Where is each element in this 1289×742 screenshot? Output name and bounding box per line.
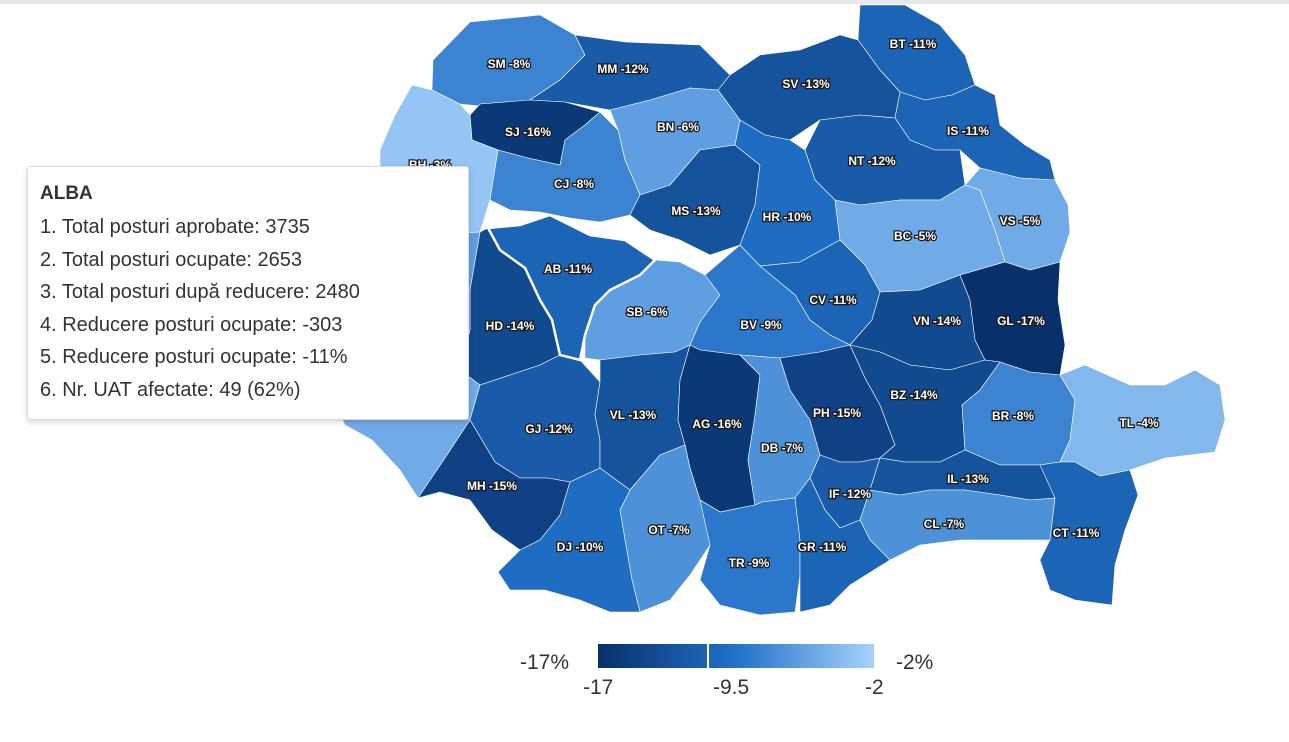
county-label-vl: VL -13% (610, 408, 657, 422)
county-label-br: BR -8% (992, 409, 1034, 423)
legend-min-label: -17% (520, 651, 570, 674)
county-label-tl: TL -4% (1119, 416, 1158, 430)
county-label-is: IS -11% (947, 124, 989, 138)
county-label-ag: AG -16% (692, 417, 742, 431)
county-label-hd: HD -14% (486, 319, 535, 333)
county-label-tr: TR -9% (729, 556, 770, 570)
legend-color-scale (598, 644, 874, 668)
tooltip-line-total-approved: 1. Total posturi aprobate: 3735 (40, 216, 310, 238)
county-label-gj: GJ -12% (525, 422, 573, 436)
legend-current-marker (707, 643, 709, 669)
county-label-sm: SM -8% (488, 57, 531, 71)
county-label-hr: HR -10% (763, 210, 812, 224)
tooltip-line-after-reduction: 3. Total posturi după reducere: 2480 (40, 281, 360, 303)
county-vs[interactable] (964, 167, 1071, 271)
county-label-mh: MH -15% (467, 479, 517, 493)
county-label-gr: GR -11% (798, 540, 847, 554)
county-gr[interactable] (794, 477, 891, 613)
county-label-sj: SJ -16% (505, 125, 551, 139)
county-label-dj: DJ -10% (557, 540, 604, 554)
county-ab[interactable] (485, 213, 657, 362)
county-tl[interactable] (1059, 364, 1226, 477)
county-label-ot: OT -7% (648, 523, 690, 537)
county-label-sb: SB -6% (626, 305, 668, 319)
county-label-il: IL -13% (947, 472, 989, 486)
county-label-bv: BV -9% (740, 318, 782, 332)
tooltip-title: ALBA (40, 183, 93, 204)
county-label-ph: PH -15% (813, 406, 861, 420)
county-label-gl: GL -17% (997, 314, 1045, 328)
county-label-bz: BZ -14% (890, 388, 938, 402)
county-cj[interactable] (489, 111, 641, 223)
county-label-mm: MM -12% (597, 62, 649, 76)
county-label-nt: NT -12% (848, 154, 896, 168)
county-label-ab: AB -11% (544, 262, 592, 276)
county-label-if: IF -12% (829, 487, 871, 501)
legend-tick-min: -17 (583, 676, 614, 699)
legend-tick-max: -2 (865, 676, 884, 699)
county-label-vs: VS -5% (1000, 214, 1041, 228)
county-label-db: DB -7% (761, 441, 803, 455)
county-label-ct: CT -11% (1053, 526, 1100, 540)
tooltip-line-uat-affected: 6. Nr. UAT afectate: 49 (62%) (40, 378, 301, 401)
county-layer (329, 4, 1226, 616)
county-label-cv: CV -11% (809, 293, 857, 307)
county-ct[interactable] (1039, 461, 1139, 606)
county-label-cl: CL -7% (924, 517, 965, 531)
county-dj[interactable] (497, 467, 641, 613)
county-label-bc: BC -5% (894, 229, 936, 243)
county-label-cj: CJ -8% (554, 177, 594, 191)
county-label-sv: SV -13% (782, 77, 830, 91)
legend-max-label: -2% (896, 651, 934, 674)
legend-tick-mid: -9.5 (713, 676, 750, 699)
county-label-bt: BT -11% (890, 37, 937, 51)
county-label-bn: BN -6% (657, 120, 699, 134)
county-tooltip: ALBA 1. Total posturi aprobate: 3735 2. … (27, 166, 469, 420)
tooltip-line-total-occupied: 2. Total posturi ocupate: 2653 (40, 248, 303, 271)
county-label-vn: VN -14% (913, 314, 961, 328)
page-top-border (0, 0, 1289, 4)
tooltip-line-reduction-count: 4. Reducere posturi ocupate: -303 (40, 313, 343, 336)
tooltip-line-reduction-percent: 5. Reducere posturi ocupate: -11% (40, 346, 348, 368)
county-label-ms: MS -13% (671, 204, 721, 218)
